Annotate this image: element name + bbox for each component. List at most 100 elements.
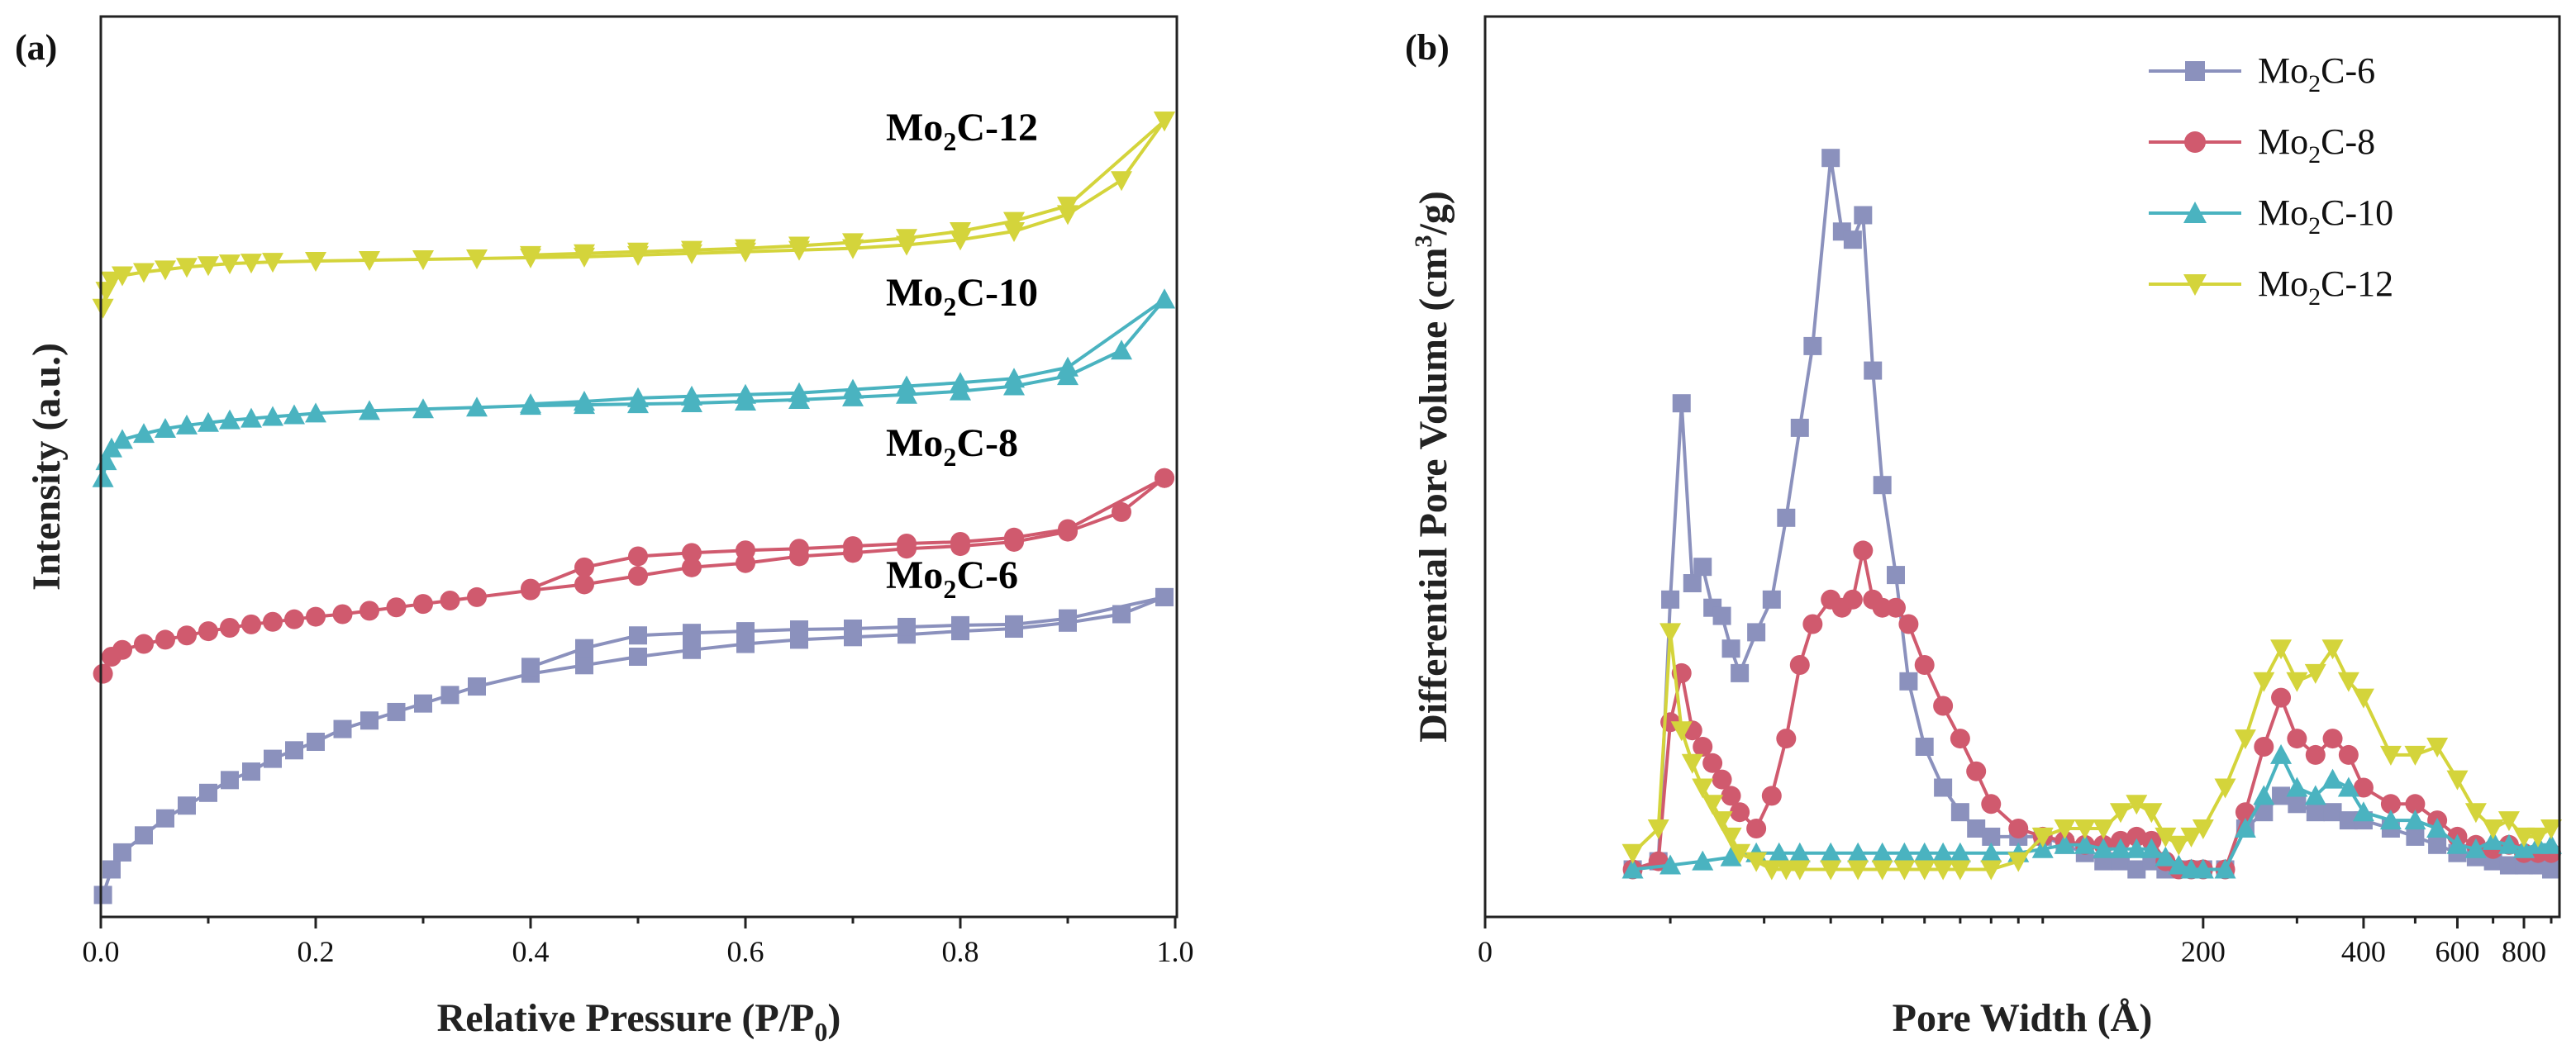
point-mo2c8-adsorption [155, 629, 175, 650]
point-mo2c8 [1914, 655, 1935, 675]
point-mo2c6-desorption [790, 620, 808, 639]
point-mo2c10 [1692, 850, 1714, 871]
point-mo2c6-adsorption [683, 640, 701, 659]
point-mo2c8 [1789, 655, 1810, 675]
point-mo2c6 [2306, 803, 2325, 822]
point-mo2c10 [2352, 801, 2374, 822]
panel-a-y-axis-title: Intensity (a.u.) [25, 343, 69, 591]
point-mo2c12-desorption [681, 240, 702, 261]
point-mo2c6-adsorption [414, 694, 432, 713]
point-mo2c12 [2031, 827, 2054, 848]
point-mo2c10-adsorption [92, 467, 114, 487]
point-mo2c6-adsorption [221, 771, 239, 790]
x-tick-label: 0.0 [83, 935, 120, 968]
point-mo2c10 [2464, 838, 2487, 858]
point-mo2c12 [2168, 835, 2190, 856]
point-mo2c12-adsorption [101, 271, 122, 292]
point-mo2c8-adsorption [284, 609, 304, 629]
point-mo2c10 [2214, 858, 2236, 879]
point-mo2c12 [2513, 827, 2536, 848]
point-mo2c6 [1712, 606, 1731, 625]
point-mo2c6 [1886, 566, 1905, 585]
point-mo2c6 [2339, 811, 2358, 830]
point-mo2c10-desorption [681, 385, 702, 406]
point-mo2c10-adsorption [176, 414, 198, 435]
point-mo2c10 [2404, 810, 2426, 830]
point-mo2c10 [1788, 842, 1811, 862]
point-mo2c12 [1820, 860, 1842, 881]
point-mo2c8 [1898, 614, 1919, 634]
point-mo2c6 [1899, 672, 1918, 691]
point-mo2c10 [2253, 785, 2275, 805]
point-mo2c6 [1982, 827, 2001, 846]
point-mo2c10 [1768, 842, 1790, 862]
panel-b-curves [1621, 149, 2562, 881]
curve-label-mo2c-8: Mo2C-8 [886, 421, 1018, 472]
point-mo2c12-desorption [574, 244, 595, 264]
point-mo2c6-adsorption [468, 677, 486, 696]
point-mo2c12 [2074, 819, 2096, 839]
point-mo2c12 [2497, 811, 2520, 832]
point-mo2c10 [2497, 833, 2520, 854]
point-mo2c12 [2270, 639, 2293, 660]
point-mo2c12 [1745, 852, 1768, 872]
point-mo2c8-desorption [1004, 527, 1024, 548]
point-mo2c8-desorption [736, 540, 755, 561]
point-mo2c12-desorption [842, 233, 864, 254]
panel-a-x-axis-title: Relative Pressure (P/P0) [437, 996, 841, 1047]
point-mo2c12-adsorption [305, 252, 326, 273]
point-mo2c8-adsorption [574, 574, 594, 595]
point-mo2c12 [2214, 778, 2236, 799]
panel-a-curves [92, 112, 1175, 905]
point-mo2c8-adsorption [263, 611, 283, 632]
point-mo2c10-adsorption [112, 429, 133, 449]
series-mo2c6 [1623, 149, 2560, 879]
point-mo2c12-adsorption [155, 260, 176, 281]
legend-label-mo2c-6: Mo2C-6 [2258, 50, 2375, 97]
point-mo2c8 [1885, 597, 1906, 618]
legend-label-mo2c-8: Mo2C-8 [2258, 121, 2375, 169]
point-mo2c8 [2305, 744, 2326, 765]
point-mo2c8-adsorption [1112, 501, 1131, 522]
point-mo2c10 [2126, 838, 2148, 858]
point-mo2c12-desorption [788, 236, 810, 257]
line-mo2c6 [1631, 157, 2552, 871]
point-mo2c12-adsorption [133, 263, 155, 283]
point-mo2c10-adsorption [283, 404, 305, 425]
point-mo2c6-adsorption [113, 843, 131, 862]
point-mo2c8-adsorption [93, 663, 113, 684]
point-mo2c12-adsorption [240, 254, 262, 274]
point-mo2c6 [1762, 590, 1781, 609]
point-mo2c12 [2109, 803, 2131, 824]
panel-a-label: (a) [15, 27, 57, 68]
point-mo2c6-adsorption [1112, 605, 1131, 624]
point-mo2c8 [1730, 802, 1750, 823]
point-mo2c10 [2140, 838, 2163, 858]
point-mo2c12 [1775, 860, 1797, 881]
point-mo2c8-desorption [789, 539, 809, 559]
point-mo2c10 [2109, 838, 2131, 858]
point-mo2c8 [2271, 687, 2292, 708]
point-mo2c10-desorption [842, 378, 864, 399]
point-mo2c12-adsorption [176, 258, 198, 278]
point-mo2c10 [2234, 818, 2256, 838]
point-mo2c12-desorption [627, 242, 649, 263]
curve-label-mo2c-10: Mo2C-10 [886, 271, 1038, 321]
point-mo2c6 [1693, 558, 1712, 577]
point-mo2c6-adsorption [264, 749, 282, 768]
point-mo2c8-adsorption [306, 606, 326, 627]
point-mo2c12 [2140, 803, 2163, 824]
point-mo2c12 [1659, 623, 1682, 643]
point-mo2c8-adsorption [241, 614, 261, 634]
point-mo2c10 [2482, 829, 2504, 850]
point-mo2c12 [1893, 860, 1916, 881]
point-mo2c10 [2321, 768, 2344, 789]
point-mo2c6-adsorption [285, 741, 303, 760]
point-mo2c10-adsorption [198, 411, 219, 432]
point-mo2c8 [2254, 737, 2274, 757]
point-mo2c12-adsorption [1111, 171, 1132, 192]
point-mo2c10 [1720, 846, 1742, 867]
point-mo2c10-desorption [950, 372, 971, 392]
point-mo2c8 [2338, 744, 2359, 765]
point-mo2c12-desorption [1003, 211, 1025, 232]
